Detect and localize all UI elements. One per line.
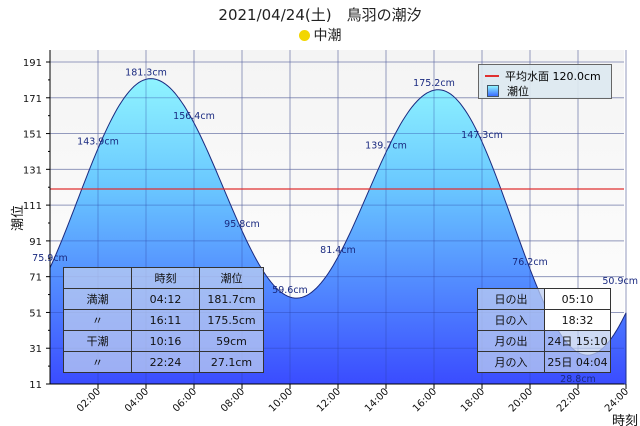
cell: 18:32 (544, 309, 611, 331)
cell: 月の出 (477, 330, 545, 352)
x-tick-label: 24:00 (603, 386, 631, 414)
x-tick-label: 14:00 (363, 386, 391, 414)
cell: 干潮 (63, 330, 132, 352)
cell: 181.7cm (199, 288, 264, 310)
legend-label: 平均水面 120.0cm (505, 70, 601, 83)
x-tick-label: 22:00 (555, 386, 583, 414)
x-tick-label: 10:00 (267, 386, 295, 414)
table-row: 日の入 18:32 (477, 309, 611, 331)
header-cell: 時刻 (131, 267, 200, 289)
y-tick-label: 171 (23, 94, 42, 105)
data-label: 181.3cm (125, 67, 167, 78)
data-label: 76.2cm (512, 257, 548, 268)
y-tick-label: 91 (29, 237, 42, 248)
y-axis-title: 潮位 (11, 205, 26, 231)
x-tick-label: 06:00 (171, 386, 199, 414)
data-label: 139.7cm (365, 140, 407, 151)
legend-line-icon (485, 75, 499, 77)
data-label: 59.6cm (272, 285, 308, 296)
cell: 59cm (199, 330, 264, 352)
y-tick-label: 131 (23, 165, 42, 176)
y-tick-label: 151 (23, 130, 42, 141)
legend-label: 潮位 (507, 85, 529, 98)
y-tick-label: 51 (29, 308, 42, 319)
x-tick-label: 02:00 (75, 386, 103, 414)
y-tick-label: 111 (23, 201, 42, 212)
moon-icon (298, 30, 310, 41)
data-label: 175.2cm (413, 78, 455, 89)
legend-area-icon (487, 85, 499, 97)
table-row: 月の入 25日 04:04 (477, 351, 611, 373)
data-label: 95.8cm (224, 219, 260, 230)
cell: 日の入 (477, 309, 545, 331)
cell: 10:16 (131, 330, 200, 352)
table-row: 干潮 10:16 59cm (63, 330, 264, 352)
data-label: 28.8cm (560, 374, 596, 385)
data-label: 75.9cm (32, 253, 68, 264)
x-tick-label: 04:00 (123, 386, 151, 414)
cell: 175.5cm (199, 309, 264, 331)
cell: 05:10 (544, 288, 611, 310)
table-row: 月の出 24日 15:10 (477, 330, 611, 352)
cell: 27.1cm (199, 351, 264, 373)
cell: 月の入 (477, 351, 545, 373)
data-label: 81.4cm (320, 245, 356, 256)
cell: 〃 (63, 351, 132, 373)
table-row: 日の出 05:10 (477, 288, 611, 310)
data-label: 50.9cm (602, 276, 638, 287)
legend-item-mean: 平均水面 120.0cm (485, 68, 601, 84)
sun-moon-table: 日の出 05:10 日の入 18:32 月の出 24日 15:10 月の入 25日 04… (477, 288, 611, 373)
moon-phase-label: 中潮 (313, 28, 342, 44)
legend-item-tide: 潮位 (485, 83, 529, 99)
x-tick-label: 18:00 (459, 386, 487, 414)
cell: 04:12 (131, 288, 200, 310)
cell: 24日 15:10 (544, 330, 611, 352)
cell: 22:24 (131, 351, 200, 373)
y-tick-label: 11 (29, 380, 42, 391)
data-label: 147.3cm (461, 130, 503, 141)
chart-title: 2021/04/24(土) 鳥羽の潮汐 (218, 6, 422, 24)
table-row: 満潮 04:12 181.7cm (63, 288, 264, 310)
x-tick-label: 08:00 (219, 386, 247, 414)
legend: 平均水面 120.0cm 潮位 (478, 64, 612, 99)
y-tick-label: 31 (29, 344, 42, 355)
y-tick-label: 71 (29, 273, 42, 284)
data-label: 143.9cm (77, 137, 119, 148)
x-axis-title: 時刻 (612, 414, 638, 426)
header-cell: 潮位 (199, 267, 264, 289)
x-tick-label: 20:00 (507, 386, 535, 414)
moon-phase: 中潮 (0, 25, 640, 45)
x-tick-label: 16:00 (411, 386, 439, 414)
table-row: 〃 22:24 27.1cm (63, 351, 264, 373)
table-row: 〃 16:11 175.5cm (63, 309, 264, 331)
header-cell (63, 267, 132, 289)
cell: 25日 04:04 (544, 351, 611, 373)
cell: 満潮 (63, 288, 132, 310)
y-tick-label: 191 (23, 58, 42, 69)
tide-table: 時刻 潮位 満潮 04:12 181.7cm 〃 16:11 175.5cm 干潮 10:1… (63, 267, 264, 373)
cell: 16:11 (131, 309, 200, 331)
cell: 〃 (63, 309, 132, 331)
data-label: 156.4cm (173, 111, 215, 122)
cell: 日の出 (477, 288, 545, 310)
x-tick-label: 12:00 (315, 386, 343, 414)
table-header: 時刻 潮位 (63, 267, 264, 289)
